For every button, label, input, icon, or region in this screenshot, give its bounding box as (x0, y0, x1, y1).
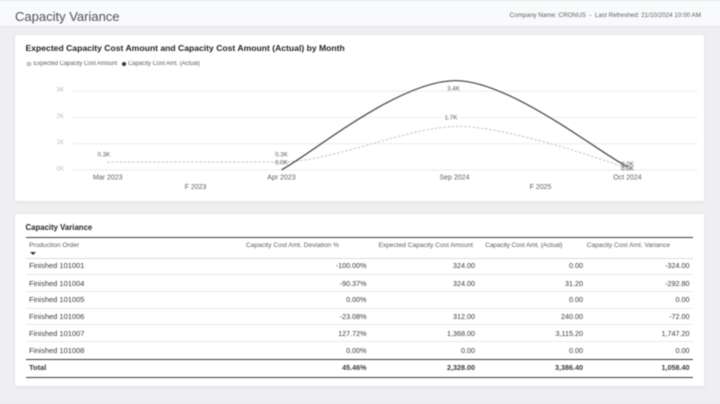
svg-text:3.4K: 3.4K (447, 85, 461, 92)
svg-text:0.0K: 0.0K (621, 160, 635, 167)
svg-text:F 2025: F 2025 (529, 184, 551, 191)
svg-text:0K: 0K (56, 166, 63, 172)
svg-text:0.0K: 0.0K (275, 159, 289, 166)
svg-text:0.0K: 0.0K (621, 165, 635, 172)
svg-text:2K: 2K (56, 113, 63, 119)
svg-text:1K: 1K (56, 140, 63, 146)
svg-text:Mar 2023: Mar 2023 (93, 174, 123, 181)
svg-text:F 2023: F 2023 (184, 184, 206, 191)
svg-text:0.3K: 0.3K (97, 151, 111, 158)
svg-text:0.3K: 0.3K (275, 151, 289, 158)
svg-text:3K: 3K (56, 87, 63, 93)
svg-text:Apr 2023: Apr 2023 (267, 174, 296, 181)
svg-text:1.7K: 1.7K (444, 114, 458, 121)
svg-text:Oct 2024: Oct 2024 (613, 174, 642, 181)
svg-text:Sep 2024: Sep 2024 (439, 174, 469, 181)
